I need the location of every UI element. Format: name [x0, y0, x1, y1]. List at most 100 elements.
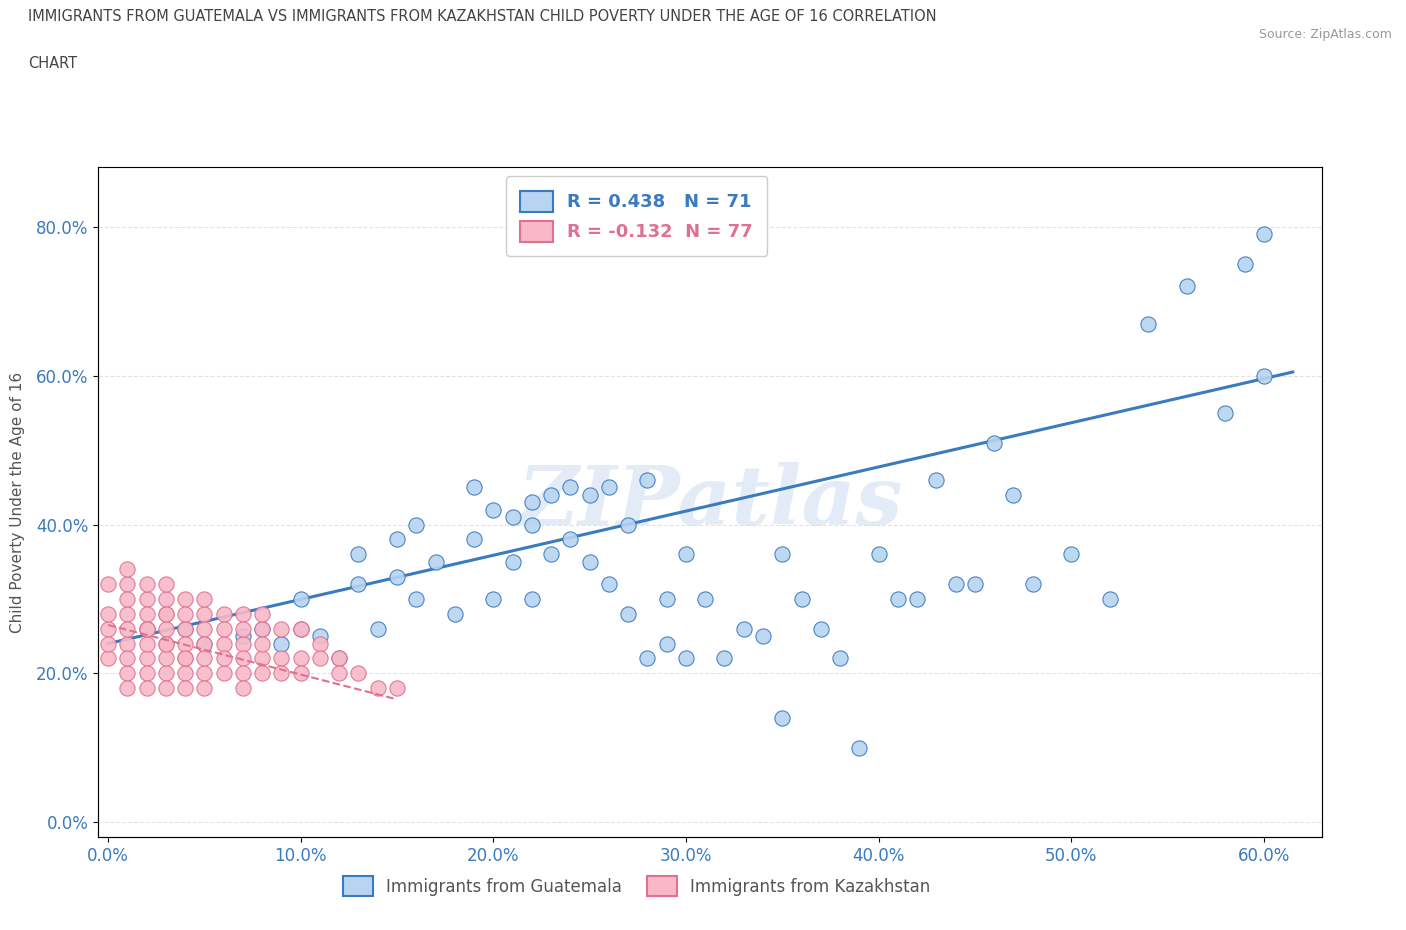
- Point: [655, 591, 678, 606]
- Point: [713, 651, 735, 666]
- Point: [232, 621, 254, 636]
- Point: [770, 711, 793, 725]
- Point: [328, 651, 350, 666]
- Point: [155, 666, 177, 681]
- Point: [270, 651, 292, 666]
- Point: [155, 651, 177, 666]
- Point: [1213, 405, 1236, 420]
- Point: [97, 636, 120, 651]
- Point: [733, 621, 755, 636]
- Point: [290, 591, 312, 606]
- Point: [1253, 227, 1275, 242]
- Point: [1137, 316, 1160, 331]
- Point: [212, 666, 235, 681]
- Point: [193, 636, 215, 651]
- Point: [405, 517, 427, 532]
- Point: [250, 621, 273, 636]
- Point: [250, 666, 273, 681]
- Point: [117, 577, 139, 591]
- Point: [212, 621, 235, 636]
- Point: [117, 606, 139, 621]
- Point: [117, 666, 139, 681]
- Point: [405, 591, 427, 606]
- Point: [212, 606, 235, 621]
- Point: [174, 651, 197, 666]
- Point: [174, 621, 197, 636]
- Point: [290, 621, 312, 636]
- Point: [578, 487, 600, 502]
- Point: [155, 591, 177, 606]
- Point: [617, 517, 640, 532]
- Point: [135, 621, 157, 636]
- Point: [328, 651, 350, 666]
- Point: [385, 681, 408, 696]
- Point: [155, 621, 177, 636]
- Point: [502, 510, 524, 525]
- Point: [290, 621, 312, 636]
- Point: [540, 487, 562, 502]
- Point: [135, 651, 157, 666]
- Point: [482, 591, 505, 606]
- Point: [232, 666, 254, 681]
- Point: [174, 651, 197, 666]
- Point: [193, 606, 215, 621]
- Point: [385, 532, 408, 547]
- Point: [174, 606, 197, 621]
- Point: [963, 577, 986, 591]
- Point: [887, 591, 910, 606]
- Point: [174, 636, 197, 651]
- Point: [443, 606, 465, 621]
- Point: [1175, 279, 1198, 294]
- Point: [97, 577, 120, 591]
- Point: [560, 532, 582, 547]
- Point: [232, 629, 254, 644]
- Point: [117, 636, 139, 651]
- Point: [250, 606, 273, 621]
- Point: [212, 636, 235, 651]
- Point: [1002, 487, 1025, 502]
- Point: [155, 681, 177, 696]
- Point: [925, 472, 948, 487]
- Point: [193, 636, 215, 651]
- Point: [250, 636, 273, 651]
- Point: [290, 666, 312, 681]
- Point: [135, 636, 157, 651]
- Point: [675, 547, 697, 562]
- Point: [598, 480, 620, 495]
- Point: [636, 472, 658, 487]
- Point: [675, 651, 697, 666]
- Point: [155, 606, 177, 621]
- Point: [328, 666, 350, 681]
- Legend: Immigrants from Guatemala, Immigrants from Kazakhstan: Immigrants from Guatemala, Immigrants fr…: [329, 863, 943, 909]
- Point: [135, 621, 157, 636]
- Point: [232, 636, 254, 651]
- Point: [520, 591, 543, 606]
- Point: [155, 636, 177, 651]
- Point: [1060, 547, 1083, 562]
- Point: [174, 621, 197, 636]
- Point: [250, 651, 273, 666]
- Point: [309, 629, 332, 644]
- Text: Source: ZipAtlas.com: Source: ZipAtlas.com: [1258, 28, 1392, 41]
- Point: [270, 636, 292, 651]
- Point: [983, 435, 1005, 450]
- Point: [117, 591, 139, 606]
- Point: [347, 666, 370, 681]
- Point: [1098, 591, 1121, 606]
- Point: [347, 547, 370, 562]
- Point: [502, 554, 524, 569]
- Point: [135, 606, 157, 621]
- Text: IMMIGRANTS FROM GUATEMALA VS IMMIGRANTS FROM KAZAKHSTAN CHILD POVERTY UNDER THE : IMMIGRANTS FROM GUATEMALA VS IMMIGRANTS …: [28, 9, 936, 24]
- Point: [135, 666, 157, 681]
- Point: [174, 591, 197, 606]
- Point: [97, 621, 120, 636]
- Point: [155, 577, 177, 591]
- Point: [270, 666, 292, 681]
- Point: [1253, 368, 1275, 383]
- Point: [193, 591, 215, 606]
- Point: [174, 666, 197, 681]
- Point: [309, 636, 332, 651]
- Text: CHART: CHART: [28, 56, 77, 71]
- Point: [425, 554, 447, 569]
- Point: [520, 517, 543, 532]
